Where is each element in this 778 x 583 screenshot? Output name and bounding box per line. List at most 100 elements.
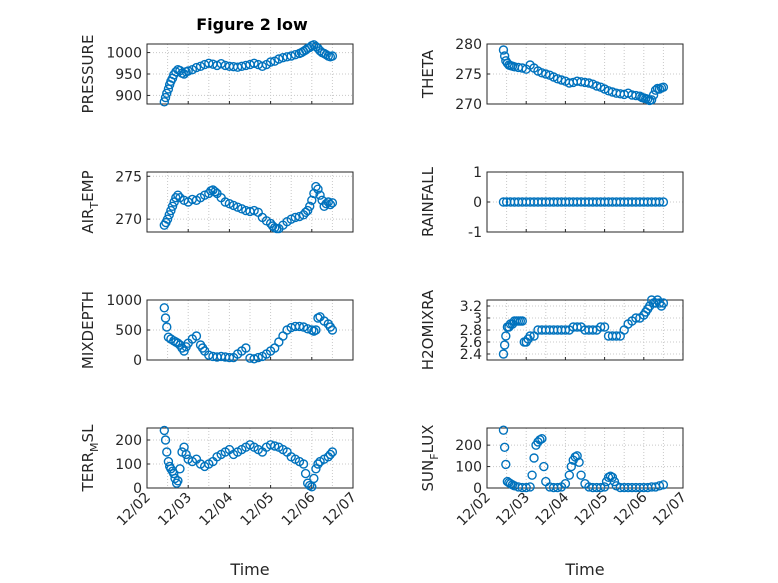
- data-point: [249, 205, 259, 216]
- data-point: [658, 82, 669, 92]
- data-point: [191, 62, 202, 73]
- data-point: [253, 352, 263, 363]
- y-tick-label: 100: [455, 460, 482, 476]
- data-point: [658, 298, 669, 308]
- data-point: [537, 434, 547, 444]
- x-tick-label: 12/06: [611, 489, 651, 529]
- data-point: [650, 85, 661, 95]
- data-point: [169, 468, 179, 479]
- data-point: [241, 60, 251, 71]
- data-point: [517, 63, 527, 73]
- x-tick-label: 12/03: [493, 490, 533, 530]
- data-point: [599, 482, 610, 492]
- x-tick-label: 12/04: [196, 489, 236, 529]
- data-point: [315, 190, 325, 200]
- data-point: [498, 425, 509, 435]
- y-axis-label: PRESSURE: [79, 35, 97, 114]
- y-tick-label: 100: [115, 457, 142, 473]
- data-point: [654, 197, 665, 207]
- data-point: [166, 205, 176, 216]
- data-point: [527, 470, 537, 480]
- y-tick-label: 2.8: [460, 323, 482, 339]
- data-point: [159, 97, 170, 107]
- data-point: [499, 442, 510, 452]
- figure-title: Figure 2 low: [196, 15, 308, 34]
- data-point: [302, 205, 313, 216]
- data-point: [224, 199, 235, 209]
- data-point: [552, 482, 563, 493]
- data-point: [220, 197, 230, 207]
- data-point: [286, 51, 296, 61]
- data-point: [204, 58, 214, 68]
- y-axis-label: SUNFLUX: [419, 425, 441, 492]
- y-tick-label: 0: [133, 353, 142, 369]
- y-tick-label: 1: [473, 165, 482, 181]
- y-axis-label: TERRMSL: [79, 424, 101, 493]
- data-point: [164, 210, 174, 220]
- data-point: [181, 449, 191, 460]
- y-tick-label: 0: [473, 195, 482, 211]
- data-point: [313, 459, 323, 469]
- data-point: [160, 92, 171, 103]
- data-point: [501, 331, 511, 341]
- y-tick-label: 270: [115, 212, 142, 228]
- data-point: [270, 441, 280, 451]
- data-point: [658, 197, 669, 207]
- data-point: [556, 75, 567, 85]
- data-point: [499, 340, 510, 350]
- y-tick-label: 950: [115, 67, 142, 83]
- data-point: [584, 78, 594, 88]
- data-point: [294, 211, 305, 222]
- data-point: [265, 57, 276, 67]
- data-point: [294, 321, 305, 332]
- data-point: [539, 461, 549, 472]
- data-point: [560, 325, 571, 335]
- data-point: [311, 325, 321, 335]
- data-point: [309, 326, 319, 336]
- data-point: [588, 325, 598, 335]
- data-point: [300, 468, 311, 479]
- x-tick-label: 12/07: [650, 490, 690, 530]
- data-point: [323, 197, 333, 207]
- data-point: [595, 482, 606, 493]
- data-point: [658, 480, 669, 490]
- data-point: [566, 461, 576, 472]
- x-axis-label: Time: [564, 560, 604, 579]
- y-tick-label: 280: [455, 37, 482, 53]
- x-tick-label: 12/07: [320, 490, 360, 530]
- data-point: [159, 425, 170, 436]
- data-point: [298, 459, 309, 469]
- data-point: [237, 204, 247, 214]
- data-point: [311, 181, 321, 192]
- data-point: [210, 187, 220, 197]
- y-axis-label: MIXDEPTH: [79, 291, 97, 369]
- data-point: [576, 470, 586, 480]
- data-point: [290, 50, 301, 60]
- data-point: [325, 199, 336, 210]
- data-point: [257, 61, 268, 71]
- data-point: [199, 190, 210, 200]
- data-point: [309, 473, 319, 484]
- y-axis-label: AIRTEMP: [79, 170, 101, 233]
- data-point: [599, 322, 610, 332]
- data-point: [167, 201, 178, 211]
- data-point: [574, 457, 584, 467]
- data-point: [525, 331, 535, 341]
- data-point: [646, 95, 657, 105]
- y-tick-label: 1000: [106, 46, 142, 62]
- data-point: [607, 472, 618, 482]
- y-tick-label: 270: [455, 97, 482, 113]
- y-tick-label: 3: [473, 311, 482, 327]
- data-point: [541, 69, 551, 79]
- data-point: [498, 197, 509, 207]
- x-axis-label: Time: [229, 560, 269, 579]
- x-tick-label: 12/03: [155, 490, 195, 530]
- data-point: [327, 447, 338, 457]
- data-point: [170, 473, 180, 484]
- data-point: [648, 90, 659, 100]
- x-tick-label: 12/06: [279, 489, 319, 529]
- y-tick-label: 275: [455, 67, 482, 83]
- data-point: [173, 190, 183, 200]
